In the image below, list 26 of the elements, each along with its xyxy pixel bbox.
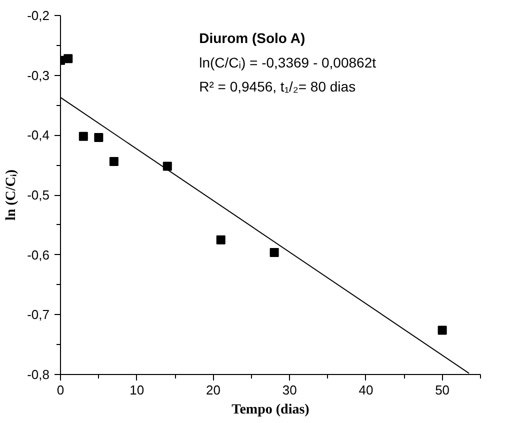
point xyxy=(78,132,88,141)
annotation: ln(C/Cᵢ) = -0,3369 - 0,00862t xyxy=(199,54,376,70)
x-tick-label: 20 xyxy=(206,382,220,398)
y-tick-label: -0,6 xyxy=(27,247,50,262)
y-tick-label: -0,3 xyxy=(27,68,50,83)
y-tick-label: -0,7 xyxy=(27,307,50,322)
x-tick-label: 50 xyxy=(435,382,450,398)
annotation: R² = 0,9456, t₁/₂= 80 dias xyxy=(199,78,356,95)
x-tick-label: 40 xyxy=(358,382,374,398)
x-axis-title: Tempo (dias) xyxy=(232,402,310,418)
x-tick-label: 0 xyxy=(56,382,64,398)
point xyxy=(94,133,104,142)
y-axis-title: ln (C/Cᵢ) xyxy=(4,169,20,221)
y-tick-label: -0,8 xyxy=(27,367,50,382)
point xyxy=(216,235,226,244)
point xyxy=(162,162,172,171)
point xyxy=(270,248,279,257)
annotation: Diurom (Solo A) xyxy=(199,30,306,46)
x-tick-label: 10 xyxy=(130,382,144,398)
point xyxy=(438,326,447,335)
point xyxy=(64,54,73,64)
x-tick-label: 30 xyxy=(282,382,297,398)
y-tick-label: -0,5 xyxy=(27,188,50,202)
y-tick-label: -0,2 xyxy=(27,8,50,23)
y-tick-label: -0,4 xyxy=(27,128,50,143)
point xyxy=(109,156,118,166)
